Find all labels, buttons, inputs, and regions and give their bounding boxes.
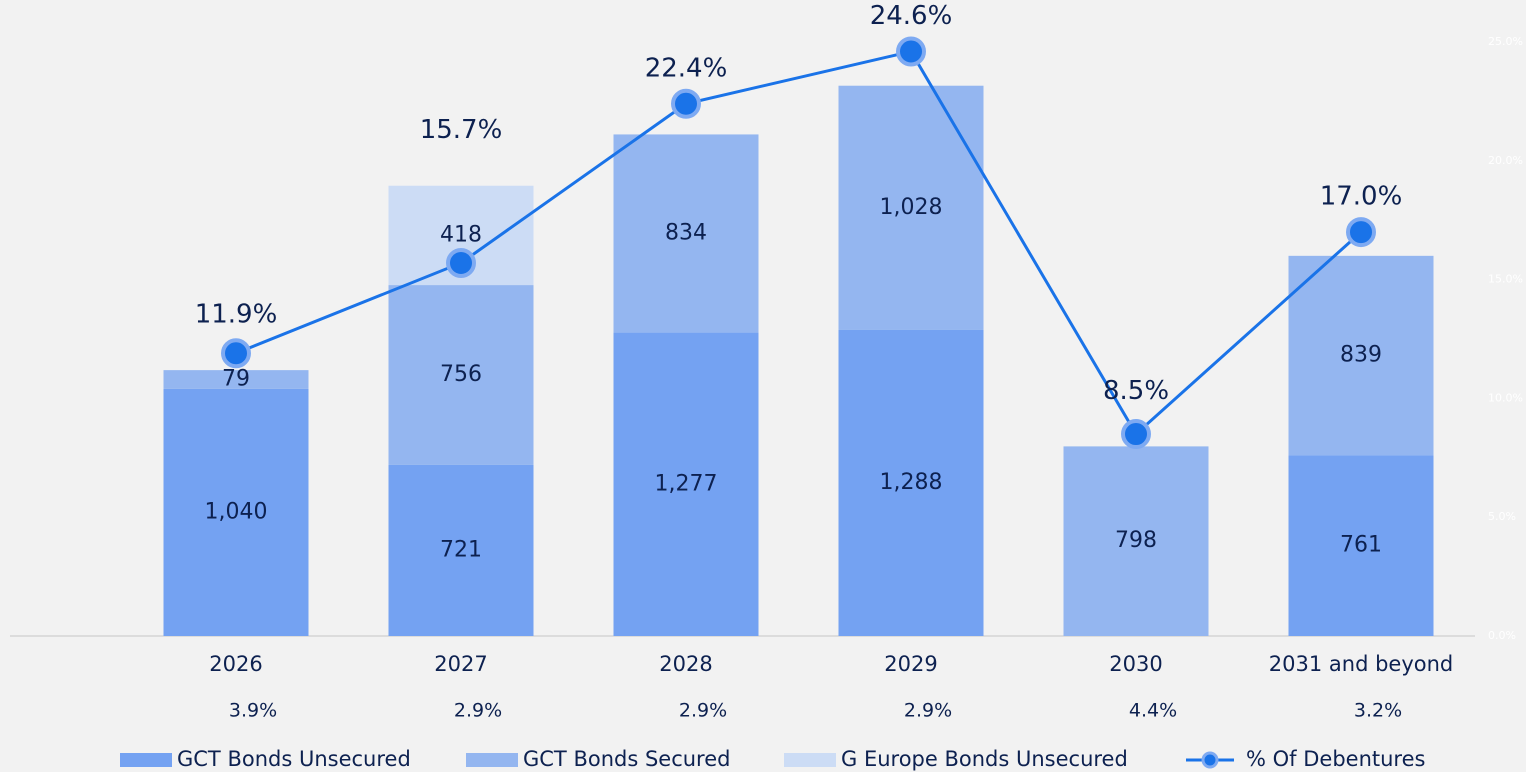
legend-label: GCT Bonds Unsecured: [177, 747, 411, 771]
line-marker: [1121, 419, 1151, 450]
bar-value-label: 1,040: [205, 499, 268, 524]
bar-segment: [1063, 446, 1209, 636]
category-note: 3.9%: [229, 700, 277, 722]
y2-tick-label: 5.0%: [1488, 510, 1516, 523]
legend-marker: [1201, 751, 1219, 769]
line-value-label: 15.7%: [420, 115, 503, 145]
bar-segment: [613, 332, 759, 636]
x-tick-label: 2028: [659, 652, 712, 676]
bar-value-label: 1,028: [880, 195, 943, 220]
line-value-label: 24.6%: [870, 1, 953, 31]
bar-segment: [838, 329, 984, 636]
bar-value-label: 1,277: [655, 471, 718, 496]
line: [235, 49, 1363, 437]
line-value-label: 17.0%: [1320, 182, 1403, 212]
category-note: 4.4%: [1129, 700, 1177, 722]
bar-value-label: 839: [1340, 343, 1382, 368]
y2-tick-label: 15.0%: [1488, 273, 1523, 286]
line-marker: [446, 247, 476, 278]
line-value-label: 22.4%: [645, 53, 728, 83]
category-note: 2.9%: [679, 700, 727, 722]
line-marker: [671, 88, 701, 119]
bar-value-label: 1,288: [880, 470, 943, 495]
x-tick-label: 2031 and beyond: [1269, 652, 1453, 676]
bar-segment: [1288, 255, 1434, 456]
y2-tick-label: 25.0%: [1488, 35, 1523, 48]
x-tick-label: 2029: [884, 652, 937, 676]
bar-segment: [388, 464, 534, 636]
legend-label: GCT Bonds Secured: [523, 747, 730, 771]
category-note: 2.9%: [454, 700, 502, 722]
x-tick-label: 2030: [1109, 652, 1162, 676]
x-tick-label: 2026: [209, 652, 262, 676]
bar-segment: [388, 285, 534, 465]
bar-value-label: 721: [440, 537, 482, 562]
y2-tick-label: 0.0%: [1488, 629, 1516, 642]
y2-tick-label: 20.0%: [1488, 154, 1523, 167]
bar-value-label: 761: [1340, 533, 1382, 558]
x-tick-label: 2027: [434, 652, 487, 676]
line-value-label: 8.5%: [1103, 376, 1169, 406]
line-value-label: 11.9%: [195, 300, 278, 330]
category-note: 3.2%: [1354, 700, 1402, 722]
bar-value-label: 834: [665, 221, 707, 246]
bar-segment: [613, 134, 759, 333]
bar-value-label: 418: [440, 222, 482, 247]
bar-value-label: 756: [440, 362, 482, 387]
bar-segment: [163, 388, 309, 636]
legend-swatch: [784, 753, 836, 767]
bar-value-label: 79: [222, 367, 250, 392]
bar-segment: [163, 370, 309, 389]
legend-swatch: [466, 753, 518, 767]
bar-segment: [1288, 455, 1434, 636]
y2-tick-label: 10.0%: [1488, 391, 1523, 404]
category-note: 2.9%: [904, 700, 952, 722]
bar-value-label: 798: [1115, 528, 1157, 553]
line-marker: [221, 338, 251, 369]
line-marker: [896, 36, 926, 67]
legend-swatch: [120, 753, 172, 767]
legend-label: G Europe Bonds Unsecured: [841, 747, 1128, 771]
legend-label: % Of Debentures: [1246, 747, 1425, 771]
bar-segment: [838, 85, 984, 330]
line-marker: [1346, 217, 1376, 248]
